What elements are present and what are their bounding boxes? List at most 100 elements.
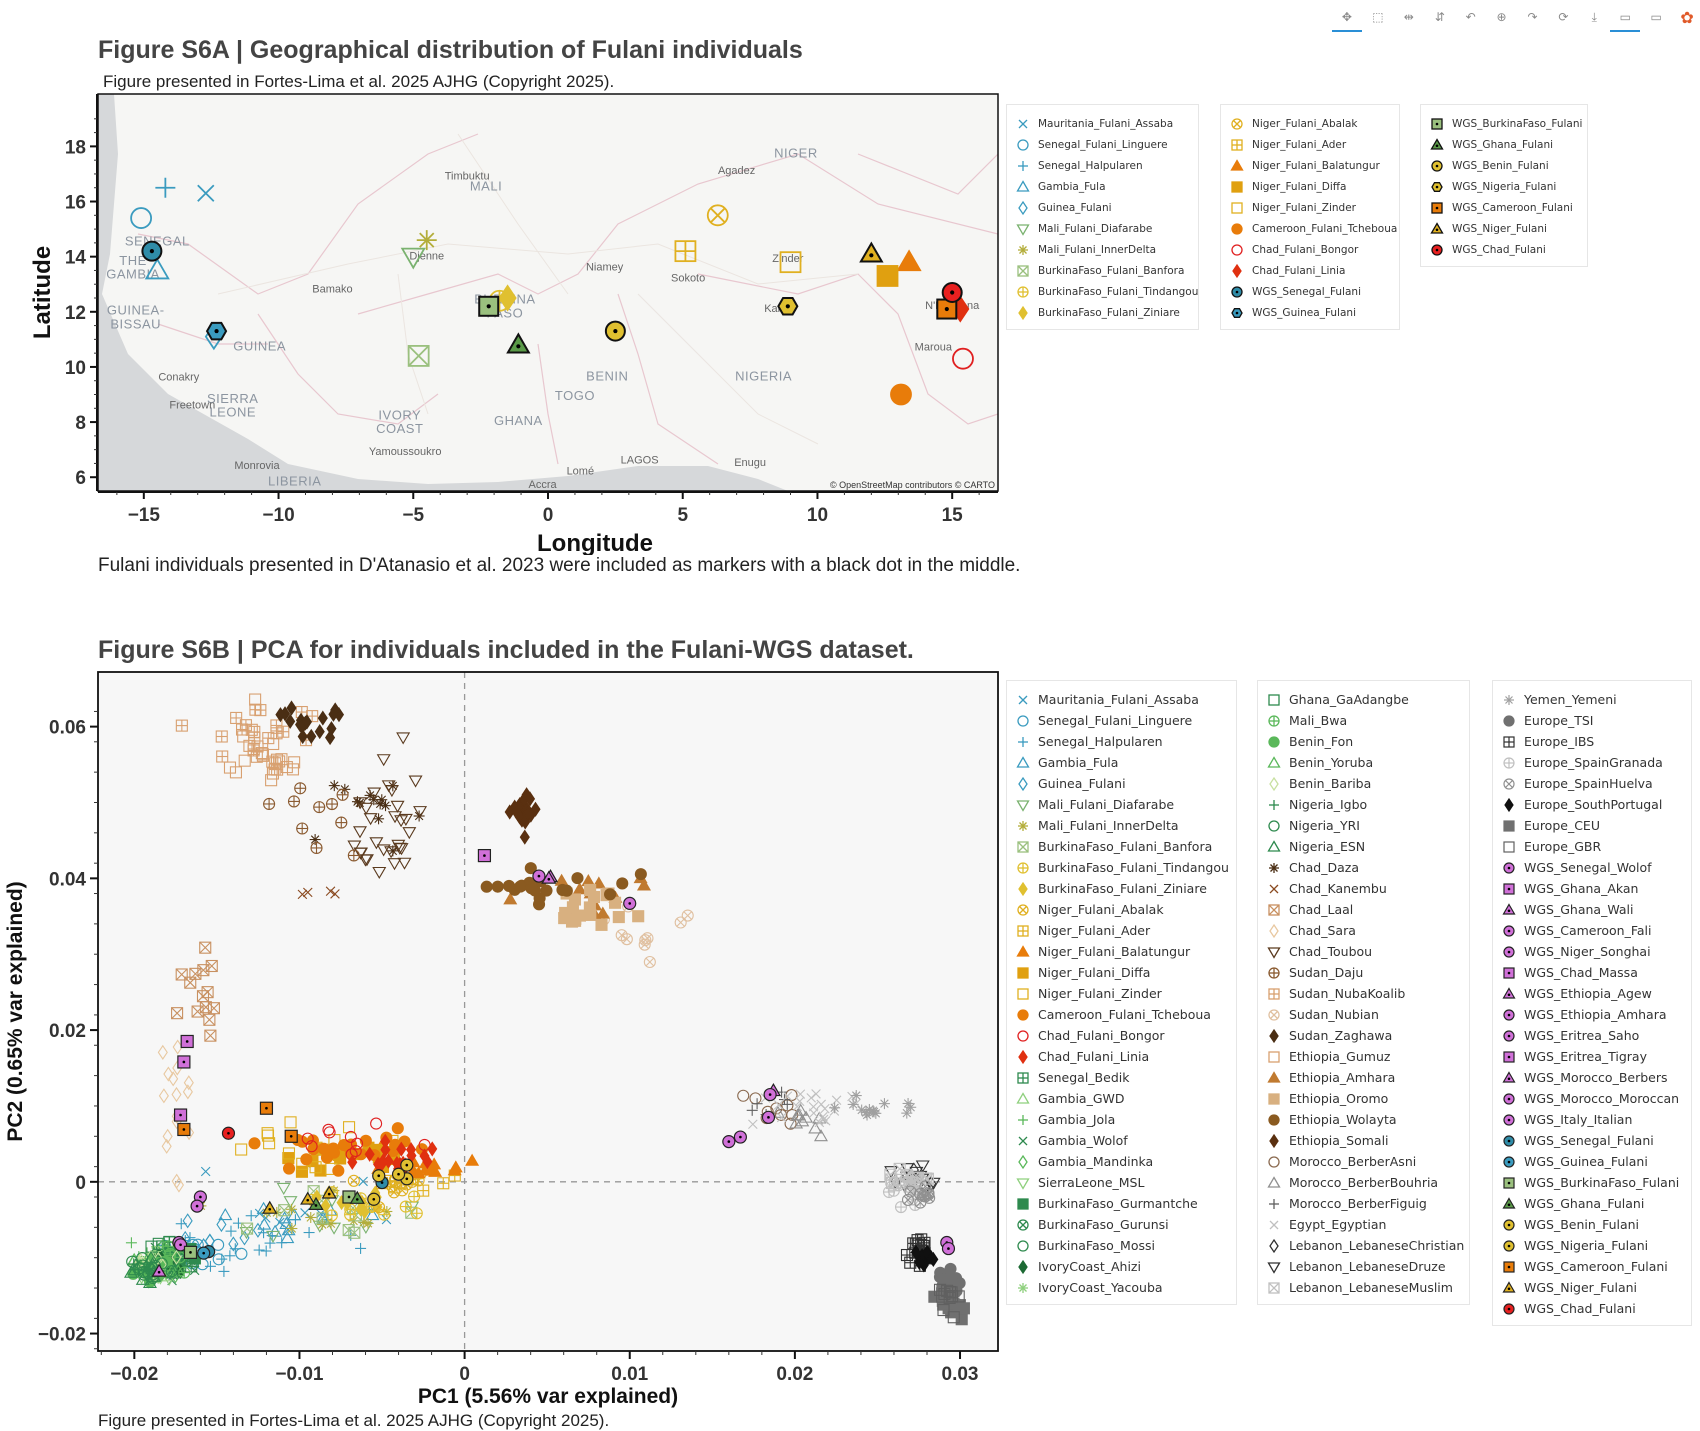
legend-item-senegal-fulani-linguere[interactable]: Senegal_Fulani_Linguere bbox=[1015, 134, 1168, 155]
legend-item-europe-gbr[interactable]: Europe_GBR bbox=[1501, 836, 1601, 857]
legend-item-gambia-fula[interactable]: Gambia_Fula bbox=[1015, 176, 1106, 197]
legend-item-morocco-berberasni[interactable]: Morocco_BerberAsni bbox=[1266, 1151, 1416, 1172]
legend-item-gambia-jola[interactable]: Gambia_Jola bbox=[1015, 1109, 1115, 1130]
legend-item-nigeria-esn[interactable]: Nigeria_ESN bbox=[1266, 836, 1365, 857]
reset-tool[interactable]: ⟳ bbox=[1552, 6, 1574, 28]
legend-item-senegal-fulani-linguere[interactable]: Senegal_Fulani_Linguere bbox=[1015, 710, 1192, 731]
legend-item-ethiopia-somali[interactable]: Ethiopia_Somali bbox=[1266, 1130, 1389, 1151]
legend-item-burkinafaso-fulani-tindangou[interactable]: BurkinaFaso_Fulani_Tindangou bbox=[1015, 857, 1229, 878]
legend-item-mali-bwa[interactable]: Mali_Bwa bbox=[1266, 710, 1347, 731]
legend-item-wgs-guinea-fulani[interactable]: WGS_Guinea_Fulani bbox=[1229, 302, 1356, 323]
legend-item-chad-kanembu[interactable]: Chad_Kanembu bbox=[1266, 878, 1387, 899]
x-wheel-zoom-tool[interactable]: ⇹ bbox=[1398, 6, 1420, 28]
zoom-in-tool[interactable]: ⊕ bbox=[1491, 6, 1513, 28]
legend-item-guinea-fulani[interactable]: Guinea_Fulani bbox=[1015, 773, 1126, 794]
legend-item-ivorycoast-ahizi[interactable]: IvoryCoast_Ahizi bbox=[1015, 1256, 1141, 1277]
legend-item-wgs-ethiopia-agew[interactable]: WGS_Ethiopia_Agew bbox=[1501, 983, 1652, 1004]
pca-chart[interactable]: −0.02 −0.01 0 0.01 0.02 0.03 −0.02 0 0.02 0.04 0.0… bbox=[0, 665, 1010, 1410]
legend-item-niger-fulani-diffa[interactable]: Niger_Fulani_Diffa bbox=[1015, 962, 1150, 983]
legend-item-wgs-benin-fulani[interactable]: WGS_Benin_Fulani bbox=[1429, 155, 1549, 176]
legend-item-niger-fulani-zinder[interactable]: Niger_Fulani_Zinder bbox=[1229, 197, 1356, 218]
legend-item-europe-southportugal[interactable]: Europe_SouthPortugal bbox=[1501, 794, 1662, 815]
legend-item-niger-fulani-ader[interactable]: Niger_Fulani_Ader bbox=[1015, 920, 1150, 941]
legend-item-senegal-halpularen[interactable]: Senegal_Halpularen bbox=[1015, 731, 1163, 752]
bokeh-logo[interactable]: ✿ bbox=[1676, 6, 1698, 28]
redo-tool[interactable]: ↷ bbox=[1522, 6, 1544, 28]
legend-item-burkinafaso-gurmantche[interactable]: BurkinaFaso_Gurmantche bbox=[1015, 1193, 1198, 1214]
legend-item-europe-ibs[interactable]: Europe_IBS bbox=[1501, 731, 1594, 752]
legend-item-niger-fulani-abalak[interactable]: Niger_Fulani_Abalak bbox=[1229, 113, 1357, 134]
legend-item-niger-fulani-abalak[interactable]: Niger_Fulani_Abalak bbox=[1015, 899, 1164, 920]
legend-item-burkinafaso-mossi[interactable]: BurkinaFaso_Mossi bbox=[1015, 1235, 1155, 1256]
legend-item-lebanon-lebanesemuslim[interactable]: Lebanon_LebaneseMuslim bbox=[1266, 1277, 1453, 1298]
legend-item-wgs-chad-fulani[interactable]: WGS_Chad_Fulani bbox=[1501, 1298, 1636, 1319]
legend-item-wgs-morocco-moroccan[interactable]: WGS_Morocco_Moroccan bbox=[1501, 1088, 1679, 1109]
map-chart[interactable]: NIGERMALISENEGALTHEGAMBIAGUINEA-BISSAUGU… bbox=[0, 85, 1010, 555]
legend-item-europe-spainhuelva[interactable]: Europe_SpainHuelva bbox=[1501, 773, 1653, 794]
legend-item-wgs-ghana-akan[interactable]: WGS_Ghana_Akan bbox=[1501, 878, 1638, 899]
legend-item-europe-tsi[interactable]: Europe_TSI bbox=[1501, 710, 1593, 731]
legend-item-chad-toubou[interactable]: Chad_Toubou bbox=[1266, 941, 1372, 962]
legend-item-wgs-chad-fulani[interactable]: WGS_Chad_Fulani bbox=[1429, 239, 1546, 260]
legend-item-chad-fulani-bongor[interactable]: Chad_Fulani_Bongor bbox=[1229, 239, 1358, 260]
legend-item-burkinafaso-fulani-tindangou[interactable]: BurkinaFaso_Fulani_Tindangou bbox=[1015, 281, 1198, 302]
legend-item-wgs-ghana-fulani[interactable]: WGS_Ghana_Fulani bbox=[1501, 1193, 1644, 1214]
legend-item-wgs-burkinafaso-fulani[interactable]: WGS_BurkinaFaso_Fulani bbox=[1501, 1172, 1679, 1193]
hover-tool[interactable]: ▭ bbox=[1610, 6, 1641, 32]
legend-item-senegal-halpularen[interactable]: Senegal_Halpularen bbox=[1015, 155, 1143, 176]
legend-item-wgs-morocco-berbers[interactable]: WGS_Morocco_Berbers bbox=[1501, 1067, 1668, 1088]
legend-item-guinea-fulani[interactable]: Guinea_Fulani bbox=[1015, 197, 1112, 218]
legend-item-morocco-berberbouhria[interactable]: Morocco_BerberBouhria bbox=[1266, 1172, 1438, 1193]
pan-tool[interactable]: ✥ bbox=[1332, 6, 1362, 32]
legend-item-senegal-bedik[interactable]: Senegal_Bedik bbox=[1015, 1067, 1129, 1088]
legend-item-ethiopia-gumuz[interactable]: Ethiopia_Gumuz bbox=[1266, 1046, 1390, 1067]
legend-item-burkinafaso-fulani-banfora[interactable]: BurkinaFaso_Fulani_Banfora bbox=[1015, 260, 1184, 281]
legend-item-niger-fulani-balatungur[interactable]: Niger_Fulani_Balatungur bbox=[1229, 155, 1380, 176]
legend-item-chad-fulani-linia[interactable]: Chad_Fulani_Linia bbox=[1015, 1046, 1149, 1067]
save-tool[interactable]: ⤓ bbox=[1583, 6, 1605, 28]
legend-item-wgs-burkinafaso-fulani[interactable]: WGS_BurkinaFaso_Fulani bbox=[1429, 113, 1582, 134]
legend-item-gambia-gwd[interactable]: Gambia_GWD bbox=[1015, 1088, 1125, 1109]
legend-item-ethiopia-wolayta[interactable]: Ethiopia_Wolayta bbox=[1266, 1109, 1397, 1130]
legend-item-lebanon-lebanesedruze[interactable]: Lebanon_LebaneseDruze bbox=[1266, 1256, 1446, 1277]
legend-item-wgs-eritrea-saho[interactable]: WGS_Eritrea_Saho bbox=[1501, 1025, 1639, 1046]
legend-item-wgs-eritrea-tigray[interactable]: WGS_Eritrea_Tigray bbox=[1501, 1046, 1647, 1067]
legend-item-chad-laal[interactable]: Chad_Laal bbox=[1266, 899, 1353, 920]
legend-item-wgs-cameroon-fali[interactable]: WGS_Cameroon_Fali bbox=[1501, 920, 1651, 941]
legend-item-mali-fulani-innerdelta[interactable]: Mali_Fulani_InnerDelta bbox=[1015, 239, 1156, 260]
legend-item-mauritania-fulani-assaba[interactable]: Mauritania_Fulani_Assaba bbox=[1015, 689, 1199, 710]
legend-item-wgs-italy-italian[interactable]: WGS_Italy_Italian bbox=[1501, 1109, 1632, 1130]
y-wheel-zoom-tool[interactable]: ⇵ bbox=[1429, 6, 1451, 28]
legend-item-wgs-guinea-fulani[interactable]: WGS_Guinea_Fulani bbox=[1501, 1151, 1648, 1172]
legend-item-nigeria-yri[interactable]: Nigeria_YRI bbox=[1266, 815, 1360, 836]
legend-item-ghana-gaadangbe[interactable]: Ghana_GaAdangbe bbox=[1266, 689, 1409, 710]
legend-item-yemen-yemeni[interactable]: Yemen_Yemeni bbox=[1501, 689, 1617, 710]
legend-item-wgs-senegal-wolof[interactable]: WGS_Senegal_Wolof bbox=[1501, 857, 1652, 878]
legend-item-wgs-niger-songhai[interactable]: WGS_Niger_Songhai bbox=[1501, 941, 1651, 962]
legend-item-niger-fulani-balatungur[interactable]: Niger_Fulani_Balatungur bbox=[1015, 941, 1190, 962]
legend-item-wgs-ghana-fulani[interactable]: WGS_Ghana_Fulani bbox=[1429, 134, 1553, 155]
legend-item-sudan-zaghawa[interactable]: Sudan_Zaghawa bbox=[1266, 1025, 1392, 1046]
legend-item-niger-fulani-zinder[interactable]: Niger_Fulani_Zinder bbox=[1015, 983, 1162, 1004]
legend-item-sudan-nubian[interactable]: Sudan_Nubian bbox=[1266, 1004, 1379, 1025]
legend-item-ethiopia-oromo[interactable]: Ethiopia_Oromo bbox=[1266, 1088, 1388, 1109]
legend-item-gambia-wolof[interactable]: Gambia_Wolof bbox=[1015, 1130, 1128, 1151]
legend-item-wgs-senegal-fulani[interactable]: WGS_Senegal_Fulani bbox=[1229, 281, 1361, 302]
legend-item-nigeria-igbo[interactable]: Nigeria_Igbo bbox=[1266, 794, 1367, 815]
legend-item-chad-fulani-bongor[interactable]: Chad_Fulani_Bongor bbox=[1015, 1025, 1165, 1046]
legend-item-benin-fon[interactable]: Benin_Fon bbox=[1266, 731, 1353, 752]
legend-item-niger-fulani-diffa[interactable]: Niger_Fulani_Diffa bbox=[1229, 176, 1346, 197]
legend-item-mali-fulani-innerdelta[interactable]: Mali_Fulani_InnerDelta bbox=[1015, 815, 1179, 836]
legend-item-burkinafaso-fulani-ziniare[interactable]: BurkinaFaso_Fulani_Ziniare bbox=[1015, 878, 1207, 899]
undo-tool[interactable]: ↶ bbox=[1460, 6, 1482, 28]
hover-tool-2[interactable]: ▭ bbox=[1645, 6, 1667, 28]
legend-item-morocco-berberfiguig[interactable]: Morocco_BerberFiguig bbox=[1266, 1193, 1427, 1214]
legend-item-ethiopia-amhara[interactable]: Ethiopia_Amhara bbox=[1266, 1067, 1395, 1088]
legend-item-chad-sara[interactable]: Chad_Sara bbox=[1266, 920, 1356, 941]
legend-item-egypt-egyptian[interactable]: Egypt_Egyptian bbox=[1266, 1214, 1386, 1235]
legend-item-burkinafaso-fulani-ziniare[interactable]: BurkinaFaso_Fulani_Ziniare bbox=[1015, 302, 1180, 323]
legend-item-wgs-nigeria-fulani[interactable]: WGS_Nigeria_Fulani bbox=[1429, 176, 1556, 197]
legend-item-wgs-nigeria-fulani[interactable]: WGS_Nigeria_Fulani bbox=[1501, 1235, 1648, 1256]
legend-item-burkinafaso-fulani-banfora[interactable]: BurkinaFaso_Fulani_Banfora bbox=[1015, 836, 1212, 857]
legend-item-sierraleone-msl[interactable]: SierraLeone_MSL bbox=[1015, 1172, 1144, 1193]
